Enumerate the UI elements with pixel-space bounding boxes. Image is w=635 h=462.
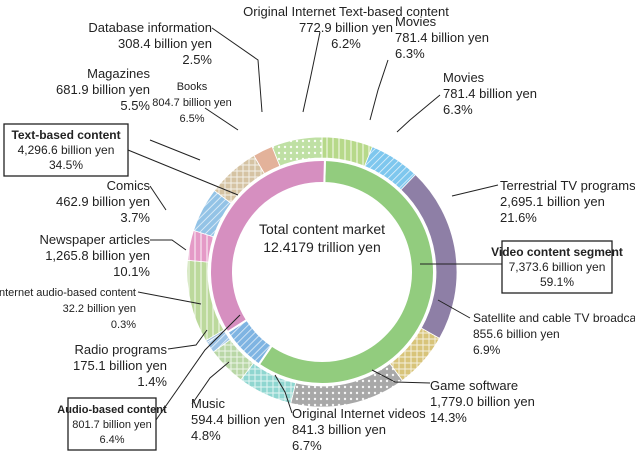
- leader-line-16: [211, 27, 263, 113]
- label-newspaper-articles-9-value-text: 1,265.8 billion yen: [45, 248, 150, 263]
- label-magazines-11-value-text: 681.9 billion yen: [56, 82, 150, 97]
- outer-slice-satellite-and-cable-tv-broadcast-programs-3-pattern: [389, 328, 440, 381]
- label-music-6-value-text: 594.4 billion yen: [191, 412, 285, 427]
- label-original-internet-audio-based-content-8-percent: 0.3%: [111, 319, 136, 331]
- label-comics-10-percent: 3.7%: [120, 210, 150, 225]
- label-books-12-name: Books: [177, 81, 208, 93]
- inner-slice-video-content-segment: [257, 159, 435, 385]
- leader-line-10: [167, 329, 208, 350]
- label-books-12-value-text: 804.7 billion yen: [152, 97, 232, 109]
- leader-line-5: [451, 184, 499, 197]
- segment-box-audio-based-content-value-text: 801.7 billion yen: [72, 419, 152, 431]
- label-original-internet-audio-based-content-8-value-text: 32.2 billion yen: [63, 303, 136, 315]
- inner-ring: [209, 159, 435, 385]
- outer-slice-movies-0-pattern: [322, 137, 373, 167]
- leader-line-12: [150, 239, 187, 251]
- label-satellite-and-cable-tv-broadcast-programs-3-name: Satellite and cable TV broadcast program…: [473, 311, 635, 325]
- label-database-information-13-value-text: 308.4 billion yen: [118, 36, 212, 51]
- label-terrestrial-tv-programs-2-value-text: 2,695.1 billion yen: [500, 194, 605, 209]
- inner-slice-text-based-content: [209, 159, 326, 334]
- outer-slice-books-12-pattern: [214, 155, 265, 204]
- label-original-internet-videos-5-value-text: 841.3 billion yen: [292, 422, 386, 437]
- segment-box-audio-based-content-name: Audio-based content: [57, 404, 167, 416]
- label-radio-programs-7-name: Radio programs: [75, 342, 168, 357]
- label-magazines-11-name: Magazines: [87, 66, 150, 81]
- outer-slice-music-6-pattern: [213, 339, 254, 380]
- label-newspaper-articles-9-name: Newspaper articles: [39, 232, 150, 247]
- label-terrestrial-tv-programs-2-percent: 21.6%: [500, 210, 537, 225]
- label-movies-0-value-text: 781.4 billion yen: [395, 30, 489, 45]
- label-satellite-and-cable-tv-broadcast-programs-3-value-text: 855.6 billion yen: [473, 327, 560, 341]
- segment-box-video-content-segment-value-text: 7,373.6 billion yen: [509, 260, 606, 274]
- segment-box-audio-based-content: [67, 397, 157, 451]
- label-original-internet-text-based-content-14-value-text: 772.9 billion yen: [299, 20, 393, 35]
- outer-slice-magazines-11-pattern: [193, 190, 232, 237]
- label-radio-programs-7-value-text: 175.1 billion yen: [73, 358, 167, 373]
- label-original-internet-audio-based-content-8-name: Original Internet audio-based content: [0, 287, 136, 299]
- label-game-software-4-value-text: 1,779.0 billion yen: [430, 394, 535, 409]
- label-magazines-11-percent: 5.5%: [120, 98, 150, 113]
- leader-line-6: [437, 299, 471, 319]
- leader-line-17: [302, 31, 321, 113]
- label-movies-1-value-text: 781.4 billion yen: [443, 86, 537, 101]
- leader-line-2: [155, 314, 241, 421]
- leader-line-7: [371, 369, 431, 384]
- label-newspaper-articles-9-percent: 10.1%: [113, 264, 150, 279]
- outer-slice-original-internet-text-based-content-14-pattern: [272, 137, 322, 167]
- label-movies-1-name: Movies: [443, 70, 485, 85]
- label-original-internet-text-based-content-14-name: Original Internet Text-based content: [243, 4, 449, 19]
- leader-line-9: [191, 361, 230, 405]
- outer-ring: [186, 136, 458, 408]
- label-game-software-4-percent: 14.3%: [430, 410, 467, 425]
- label-books-12-percent: 6.5%: [179, 113, 204, 125]
- inner-slice-audio-based-content-pattern: [227, 319, 272, 365]
- segment-box-text-based-content: [3, 123, 129, 177]
- outer-slice-movies-1-pattern: [364, 146, 416, 190]
- label-music-6-name: Music: [191, 396, 225, 411]
- label-music-6-percent: 4.8%: [191, 428, 221, 443]
- leader-line-15: [204, 107, 239, 131]
- label-movies-0-percent: 6.3%: [395, 46, 425, 61]
- outer-slice-game-software-4-pattern: [290, 363, 403, 407]
- label-comics-10-name: Comics: [107, 178, 151, 193]
- outer-slice-radio-programs-7-pattern: [206, 331, 231, 353]
- leader-line-11: [137, 291, 202, 305]
- label-database-information-13-name: Database information: [88, 20, 212, 35]
- leader-line-8: [274, 374, 293, 414]
- label-movies-0-name: Movies: [395, 14, 437, 29]
- leader-line-4: [396, 94, 441, 133]
- outer-slice-comics-10-pattern: [187, 230, 214, 263]
- label-game-software-4-name: Game software: [430, 378, 518, 393]
- outer-slice-original-internet-videos-5-pattern: [240, 363, 296, 404]
- leader-line-1: [127, 149, 239, 196]
- segment-box-text-based-content-percent: 34.5%: [49, 158, 83, 172]
- outer-slice-newspaper-articles-9-pattern: [186, 260, 224, 341]
- segment-box-video-content-segment-name: Video content segment: [491, 245, 623, 259]
- label-original-internet-text-based-content-14-percent: 6.2%: [331, 36, 361, 51]
- label-terrestrial-tv-programs-2-name: Terrestrial TV programs: [500, 178, 635, 193]
- label-movies-1-percent: 6.3%: [443, 102, 473, 117]
- center-label-line-2: 12.4179 trillion yen: [263, 239, 381, 255]
- label-original-internet-videos-5-name: Original Internet videos: [292, 406, 426, 421]
- label-comics-10-value-text: 462.9 billion yen: [56, 194, 150, 209]
- segment-box-text-based-content-value-text: 4,296.6 billion yen: [18, 143, 115, 157]
- segment-box-audio-based-content-percent: 6.4%: [99, 434, 124, 446]
- segment-box-video-content-segment: [501, 240, 613, 294]
- label-database-information-13-percent: 2.5%: [182, 52, 212, 67]
- label-radio-programs-7-percent: 1.4%: [137, 374, 167, 389]
- leader-line-14: [149, 139, 201, 161]
- label-original-internet-videos-5-percent: 6.7%: [292, 438, 322, 453]
- segment-box-text-based-content-name: Text-based content: [11, 128, 120, 142]
- leader-line-3: [369, 59, 389, 121]
- segment-box-video-content-segment-percent: 59.1%: [540, 275, 574, 289]
- label-satellite-and-cable-tv-broadcast-programs-3-percent: 6.9%: [473, 343, 501, 357]
- leader-lines: [127, 27, 502, 421]
- center-label-line-1: Total content market: [259, 221, 385, 237]
- leader-line-13: [149, 185, 167, 211]
